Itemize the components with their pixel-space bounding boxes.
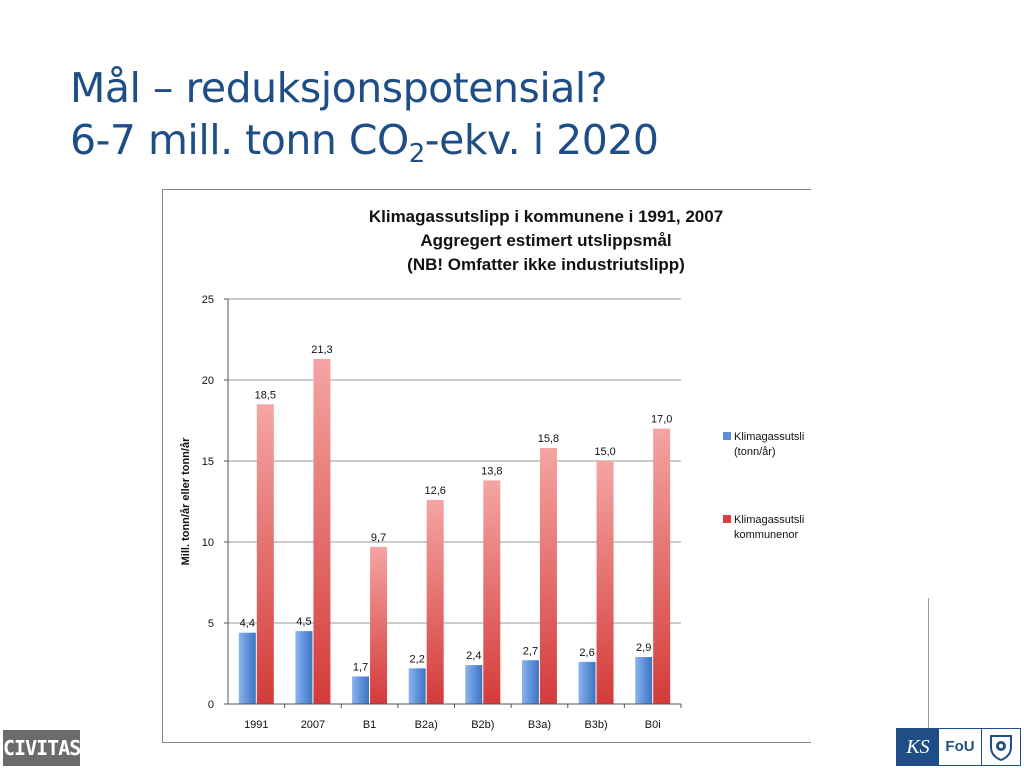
x-tick-label-7: B0i: [645, 719, 661, 731]
bar-red-4: [483, 480, 501, 704]
bar-blue-1: [295, 631, 313, 704]
y-tick-label-15: 15: [202, 456, 214, 468]
x-tick-label-6: B3b): [584, 719, 607, 731]
data-label-blue-7: 2,9: [636, 642, 651, 654]
bar-red-1: [313, 358, 331, 704]
bar-blue-6: [578, 661, 596, 704]
bar-chart: Klimagassutslipp i kommunene i 1991, 200…: [180, 207, 804, 731]
bar-red-7: [653, 428, 671, 704]
bar-blue-2: [352, 676, 370, 704]
x-tick-label-4: B2b): [471, 719, 494, 731]
data-label-red-7: 17,0: [651, 414, 672, 426]
chart-title-line-3: (NB! Omfatter ikke industriutslipp): [407, 255, 685, 274]
x-tick-label-1: 2007: [301, 719, 325, 731]
emblem-icon: [982, 729, 1020, 765]
decorative-divider: [928, 598, 929, 738]
bar-blue-0: [238, 632, 256, 704]
bar-red-0: [256, 404, 274, 704]
data-label-red-6: 15,0: [594, 446, 615, 458]
bar-red-2: [370, 546, 388, 704]
title-line-2-pre: 6-7 mill. tonn CO: [70, 116, 409, 164]
chart-frame: Klimagassutslipp i kommunene i 1991, 200…: [162, 189, 811, 743]
bar-blue-5: [521, 660, 539, 704]
legend-swatch-2: [723, 515, 731, 523]
bar-red-3: [426, 499, 444, 704]
legend-label-2-line-1: Klimagassutsli: [734, 514, 804, 526]
x-tick-label-3: B2a): [415, 719, 438, 731]
data-label-red-3: 12,6: [424, 485, 445, 497]
civitas-logo: CIVITAS: [3, 730, 81, 766]
bar-red-6: [596, 461, 614, 704]
data-label-red-0: 18,5: [255, 389, 276, 401]
data-label-red-5: 15,8: [538, 433, 559, 445]
ks-fou-logo: KS FoU: [896, 728, 1021, 766]
slide-title: Mål – reduksjonspotensial? 6-7 mill. ton…: [70, 62, 659, 169]
data-label-red-4: 13,8: [481, 465, 502, 477]
title-line-2-post: -ekv. i 2020: [424, 116, 659, 164]
fou-logo-text: FoU: [939, 729, 982, 765]
y-tick-label-20: 20: [202, 375, 214, 387]
ks-logo-text: KS: [897, 729, 939, 765]
y-tick-label-25: 25: [202, 294, 214, 306]
data-label-blue-6: 2,6: [579, 647, 594, 659]
legend-label-2-line-2: kommunenor: [734, 529, 799, 541]
data-label-blue-1: 4,5: [296, 616, 311, 628]
y-tick-label-0: 0: [208, 699, 214, 711]
chart-title-line-2: Aggregert estimert utslippsmål: [420, 231, 671, 250]
x-tick-label-5: B3a): [528, 719, 551, 731]
title-line-1: Mål – reduksjonspotensial?: [70, 64, 608, 112]
bar-blue-7: [635, 657, 653, 704]
data-label-blue-4: 2,4: [466, 650, 481, 662]
title-subscript: 2: [408, 139, 426, 169]
data-label-blue-5: 2,7: [523, 645, 538, 657]
legend-swatch-1: [723, 432, 731, 440]
bar-blue-4: [465, 665, 483, 704]
data-label-blue-2: 1,7: [353, 661, 368, 673]
legend-label-1-line-1: Klimagassutsli: [734, 431, 804, 443]
bar-red-5: [539, 448, 557, 704]
data-label-red-2: 9,7: [371, 532, 386, 544]
chart-title-line-1: Klimagassutslipp i kommunene i 1991, 200…: [369, 207, 723, 226]
data-label-blue-0: 4,4: [240, 618, 255, 630]
data-label-blue-3: 2,2: [410, 653, 425, 665]
y-axis-label: Mill. tonn/år eller tonn/år: [180, 437, 192, 565]
data-label-red-1: 21,3: [311, 344, 332, 356]
x-tick-label-2: B1: [363, 719, 376, 731]
title-line-2: 6-7 mill. tonn CO2-ekv. i 2020: [70, 114, 659, 169]
y-tick-label-5: 5: [208, 618, 214, 630]
x-tick-label-0: 1991: [244, 719, 268, 731]
bar-blue-3: [408, 668, 426, 704]
legend-label-1-line-2: (tonn/år): [734, 446, 776, 458]
y-tick-label-10: 10: [202, 537, 214, 549]
